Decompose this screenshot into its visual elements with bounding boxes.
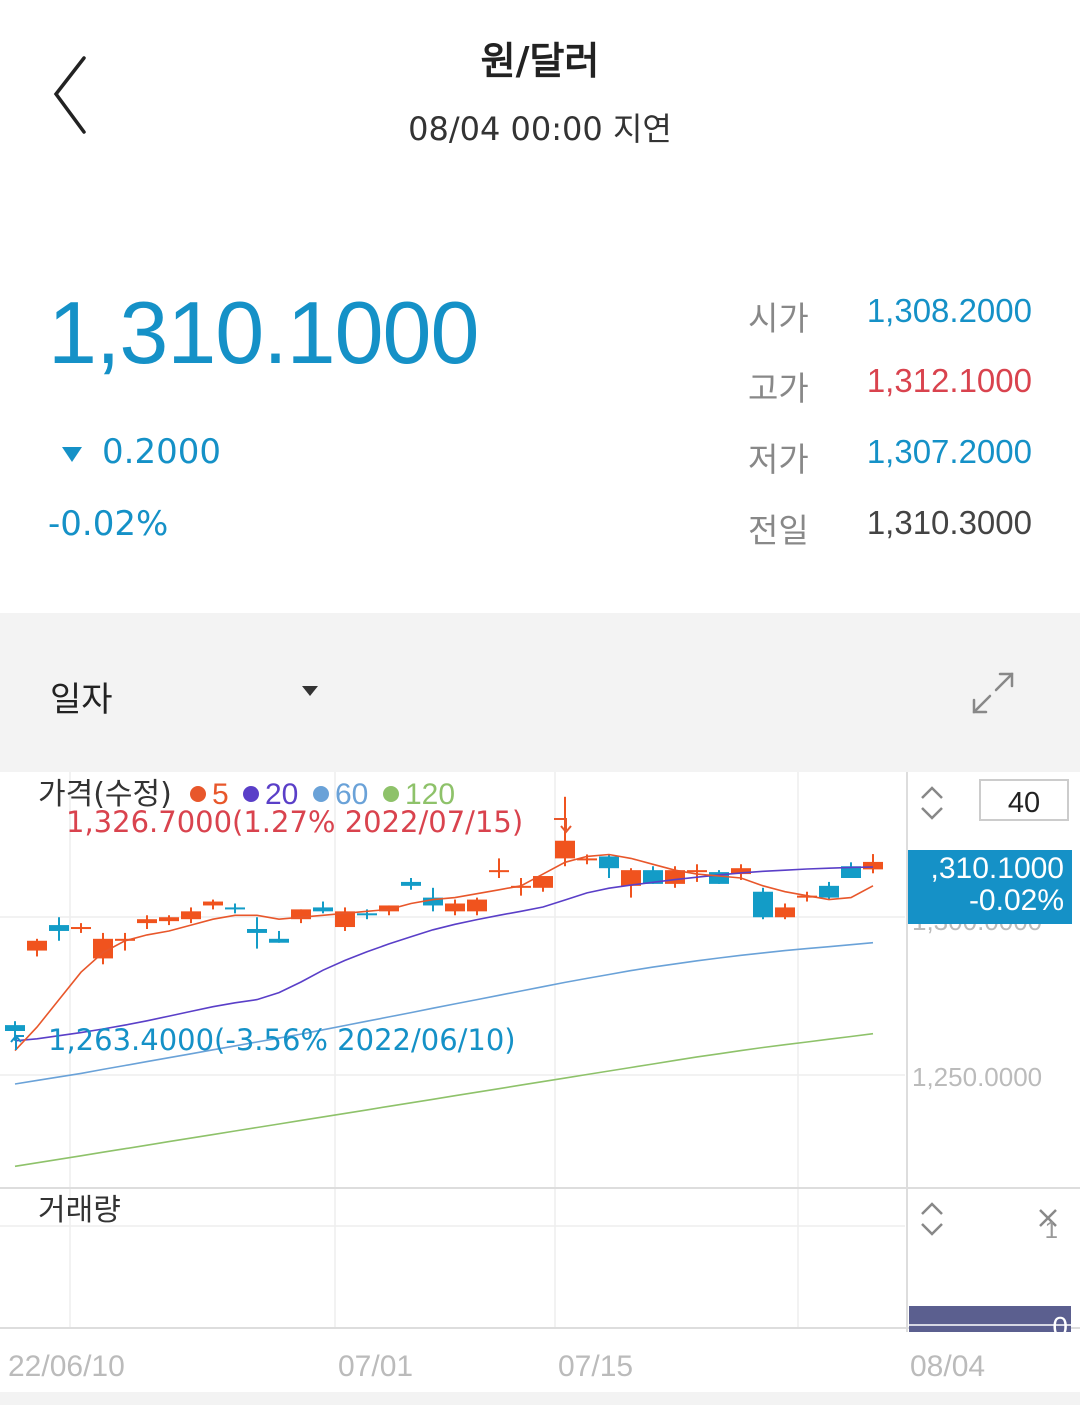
ma60-line (14, 941, 874, 1085)
candle-body (423, 897, 443, 906)
candle-body (159, 917, 179, 922)
volume-max-label: 1 (1045, 1217, 1058, 1244)
candle-body (181, 911, 201, 920)
current-price: 1,310.1000 (48, 283, 479, 382)
volume-panel-label: 거래량 (38, 1193, 121, 1228)
legend-label: 60 (335, 778, 368, 811)
chevron-left-icon (53, 56, 86, 134)
candle-body (115, 938, 135, 941)
price-change-percent: -0.02% (48, 504, 169, 544)
x-tick-label: 22/06/10 (8, 1350, 125, 1383)
expand-icon (972, 672, 1014, 714)
candle-body (225, 907, 245, 910)
ma120-line (14, 1032, 874, 1168)
price-panel-label: 가격(수정) (38, 777, 172, 812)
candle-body (643, 870, 663, 884)
candle-body (577, 858, 597, 861)
candle-body (467, 899, 487, 912)
price-change-value: 0.2000 (102, 432, 221, 472)
legend-label: 120 (405, 778, 455, 811)
candle-body (379, 905, 399, 912)
candle-body (841, 866, 861, 878)
period-select-label[interactable]: 일자 (50, 680, 113, 720)
current-price-tag-value: ,310.1000 (931, 852, 1064, 885)
candle-body (313, 907, 333, 912)
current-price-tag (908, 850, 1072, 924)
low-annotation: 1,263.4000(-3.56% 2022/06/10) (48, 1023, 516, 1057)
stat-label-prev-close: 전일 (748, 511, 809, 550)
candle-body (731, 868, 751, 875)
ma5-line (14, 853, 874, 1052)
candle-body (291, 909, 311, 920)
candle-body (753, 891, 773, 918)
candle-body (687, 870, 707, 873)
price-chart[interactable]: 가격(수정) 5 20 60 120 1,326.7000(1.27% 2022/07… (0, 772, 1080, 1392)
candle-body (709, 872, 729, 884)
candle-body (621, 870, 641, 886)
current-price-tag-pct: -0.02% (969, 884, 1064, 917)
y-tick-label: 1,250.0000 (912, 1062, 1042, 1092)
candle-body (489, 870, 509, 873)
candle-body (335, 911, 355, 928)
stat-value-high: 1,312.1000 (866, 362, 1032, 399)
high-marker-icon (554, 818, 572, 834)
candle-body (401, 881, 421, 886)
down-triangle-icon (62, 446, 82, 462)
candle-body (203, 901, 223, 906)
stat-value-prev-close: 1,310.3000 (866, 504, 1032, 541)
candle-body (863, 861, 883, 870)
candle-body (247, 929, 267, 933)
candles (5, 796, 883, 1041)
stat-value-open: 1,308.2000 (866, 292, 1032, 329)
page-subtitle: 08/04 00:00 지연 (408, 110, 672, 148)
candle-body (797, 895, 817, 898)
candle-body (511, 885, 531, 888)
candle-body (137, 919, 157, 924)
legend-dot-icon (383, 786, 399, 802)
stat-label-low: 저가 (748, 440, 809, 479)
caret-down-icon[interactable] (302, 686, 318, 696)
low-marker-icon (10, 1034, 24, 1050)
stat-label-high: 고가 (748, 369, 809, 408)
candle-body (357, 913, 377, 916)
ma20-line (14, 866, 874, 1042)
candle-body (5, 1025, 25, 1031)
page-title: 원/달러 (480, 39, 600, 83)
count-value[interactable]: 40 (1008, 787, 1040, 819)
high-annotation: 1,326.7000(1.27% 2022/07/15) (66, 805, 523, 839)
candle-body (445, 903, 465, 912)
legend-label: 20 (265, 778, 298, 811)
x-tick-label: 07/15 (558, 1350, 633, 1383)
x-tick-label: 08/04 (910, 1350, 985, 1383)
candle-body (599, 856, 619, 869)
moving-average-lines (14, 853, 874, 1168)
candle-body (71, 927, 91, 930)
close-icon[interactable] (1039, 1209, 1057, 1227)
legend-label: 5 (212, 778, 229, 811)
volume-scale-arrows-icon[interactable] (921, 1202, 943, 1236)
x-axis-background (0, 1332, 1080, 1392)
back-button[interactable] (40, 52, 100, 142)
candle-body (269, 938, 289, 943)
stat-value-low: 1,307.2000 (866, 433, 1032, 470)
legend-dot-icon (243, 786, 259, 802)
candle-body (93, 938, 113, 959)
candle-body (27, 940, 47, 951)
candle-body (49, 925, 69, 931)
x-tick-label: 07/01 (338, 1350, 413, 1383)
candle-body (555, 840, 575, 859)
candle-body (819, 885, 839, 898)
count-box[interactable] (979, 779, 1069, 821)
stat-label-open: 시가 (748, 299, 809, 338)
legend-dot-icon (190, 786, 206, 802)
legend-dot-icon (313, 786, 329, 802)
expand-button[interactable] (968, 668, 1018, 718)
candle-body (533, 876, 553, 888)
ma-legend: 5 20 60 120 (190, 778, 455, 811)
price-scale-arrows-icon[interactable] (921, 786, 943, 820)
candle-body (775, 907, 795, 918)
price-change: 0.2000 (62, 432, 221, 472)
